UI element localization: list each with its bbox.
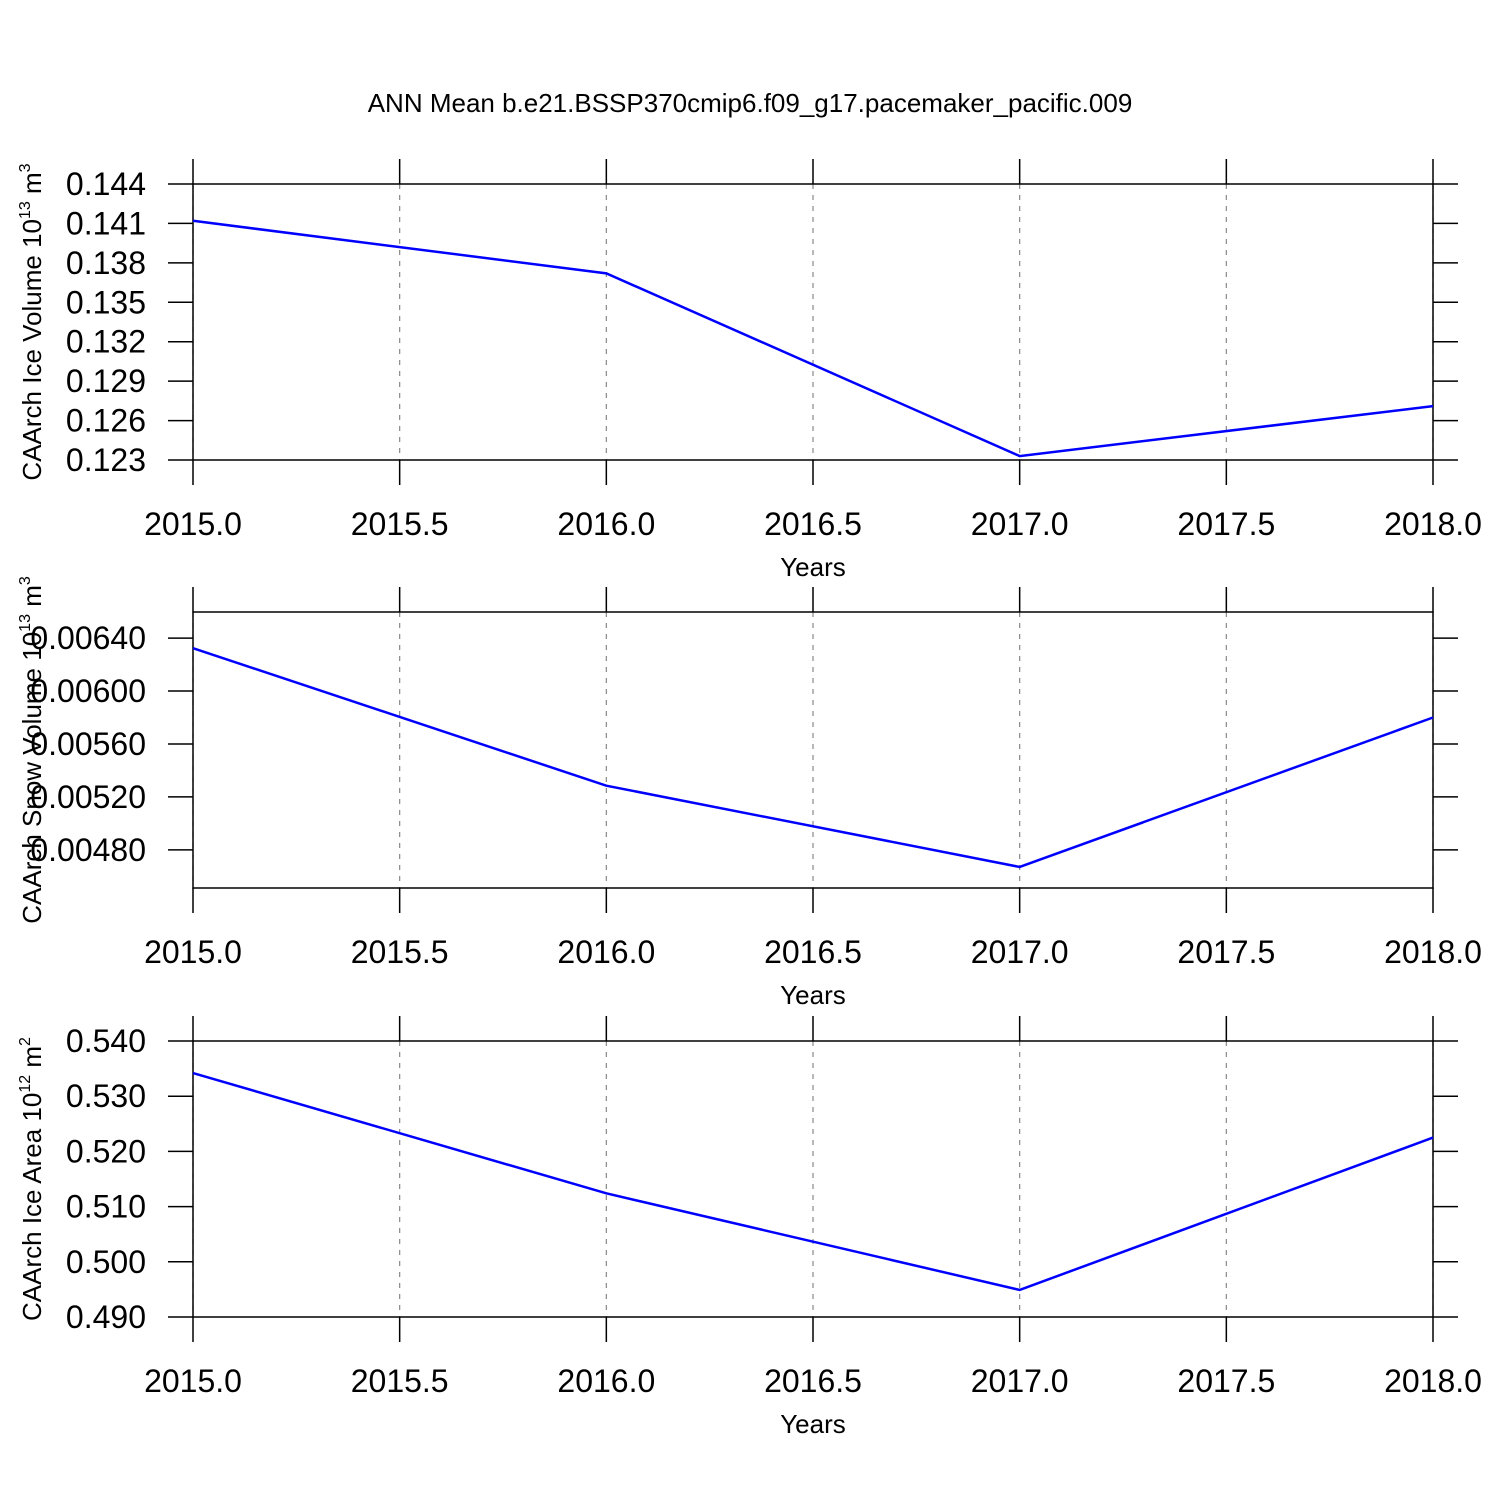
y-tick-label: 0.510	[66, 1189, 146, 1225]
x-tick-label: 2018.0	[1384, 1363, 1482, 1399]
y-tick-label: 0.490	[66, 1299, 146, 1335]
data-line	[192, 646, 1434, 869]
y-axis-label-part: m	[17, 585, 47, 614]
x-axis-label: Years	[780, 980, 846, 1010]
x-tick-label: 2017.5	[1177, 934, 1275, 970]
y-tick-label: 0.00480	[30, 832, 146, 868]
x-tick-label: 2016.5	[764, 506, 862, 542]
y-axis-label-part: 3	[17, 163, 34, 172]
x-tick-label: 2018.0	[1384, 934, 1482, 970]
x-tick-label: 2015.5	[351, 934, 449, 970]
y-tick-label: 0.500	[66, 1244, 146, 1280]
x-tick-label: 2017.0	[971, 1363, 1069, 1399]
x-tick-label: 2018.0	[1384, 506, 1482, 542]
y-axis-label: CAArch Ice Area 1012 m2	[17, 1037, 47, 1321]
y-axis-label-part: 12	[17, 1075, 34, 1093]
y-tick-label: 0.138	[66, 245, 146, 281]
y-tick-label: 0.00600	[30, 673, 146, 709]
y-tick-label: 0.00520	[30, 779, 146, 815]
y-axis-label-part: m	[17, 172, 47, 201]
y-tick-label: 0.530	[66, 1078, 146, 1114]
y-tick-label: 0.00640	[30, 620, 146, 656]
y-axis-label-part: 13	[17, 201, 34, 219]
y-axis-label-part: 13	[17, 614, 34, 632]
x-tick-label: 2015.0	[144, 1363, 242, 1399]
x-tick-label: 2016.5	[764, 1363, 862, 1399]
x-tick-label: 2017.0	[971, 506, 1069, 542]
x-axis-label: Years	[780, 1409, 846, 1439]
x-tick-label: 2016.0	[557, 1363, 655, 1399]
y-axis-label-part: 3	[17, 576, 34, 585]
y-axis-label: CAArch Ice Volume 1013 m3	[17, 163, 47, 480]
x-tick-label: 2015.0	[144, 506, 242, 542]
x-tick-label: 2015.5	[351, 1363, 449, 1399]
y-axis-label-part: CAArch Ice Volume 10	[17, 219, 47, 481]
x-tick-label: 2017.5	[1177, 506, 1275, 542]
chart-title: ANN Mean b.e21.BSSP370cmip6.f09_g17.pace…	[368, 88, 1133, 118]
y-axis-label-part: m	[17, 1046, 47, 1075]
data-line	[192, 219, 1434, 458]
x-tick-label: 2017.5	[1177, 1363, 1275, 1399]
y-tick-label: 0.129	[66, 363, 146, 399]
y-tick-label: 0.520	[66, 1133, 146, 1169]
x-tick-label: 2017.0	[971, 934, 1069, 970]
x-tick-label: 2015.5	[351, 506, 449, 542]
data-line	[192, 1071, 1434, 1292]
x-tick-label: 2016.5	[764, 934, 862, 970]
y-tick-label: 0.141	[66, 205, 146, 241]
y-tick-label: 0.126	[66, 403, 146, 439]
y-tick-label: 0.132	[66, 324, 146, 360]
y-tick-label: 0.123	[66, 442, 146, 478]
x-tick-label: 2016.0	[557, 506, 655, 542]
y-tick-label: 0.135	[66, 284, 146, 320]
plot-frame	[192, 611, 1434, 889]
y-axis-label: CAArch Snow Volume 1013 m3	[17, 576, 47, 924]
plot-frame	[192, 1040, 1434, 1318]
y-axis-label-part: CAArch Snow Volume 10	[17, 632, 47, 924]
y-tick-label: 0.144	[66, 166, 146, 202]
x-axis-label: Years	[780, 552, 846, 582]
x-tick-label: 2015.0	[144, 934, 242, 970]
y-axis-label-part: CAArch Ice Area 10	[17, 1093, 47, 1321]
plot-frame	[192, 183, 1434, 461]
x-tick-label: 2016.0	[557, 934, 655, 970]
y-tick-label: 0.00560	[30, 726, 146, 762]
y-tick-label: 0.540	[66, 1023, 146, 1059]
y-axis-label-part: 2	[17, 1037, 34, 1046]
